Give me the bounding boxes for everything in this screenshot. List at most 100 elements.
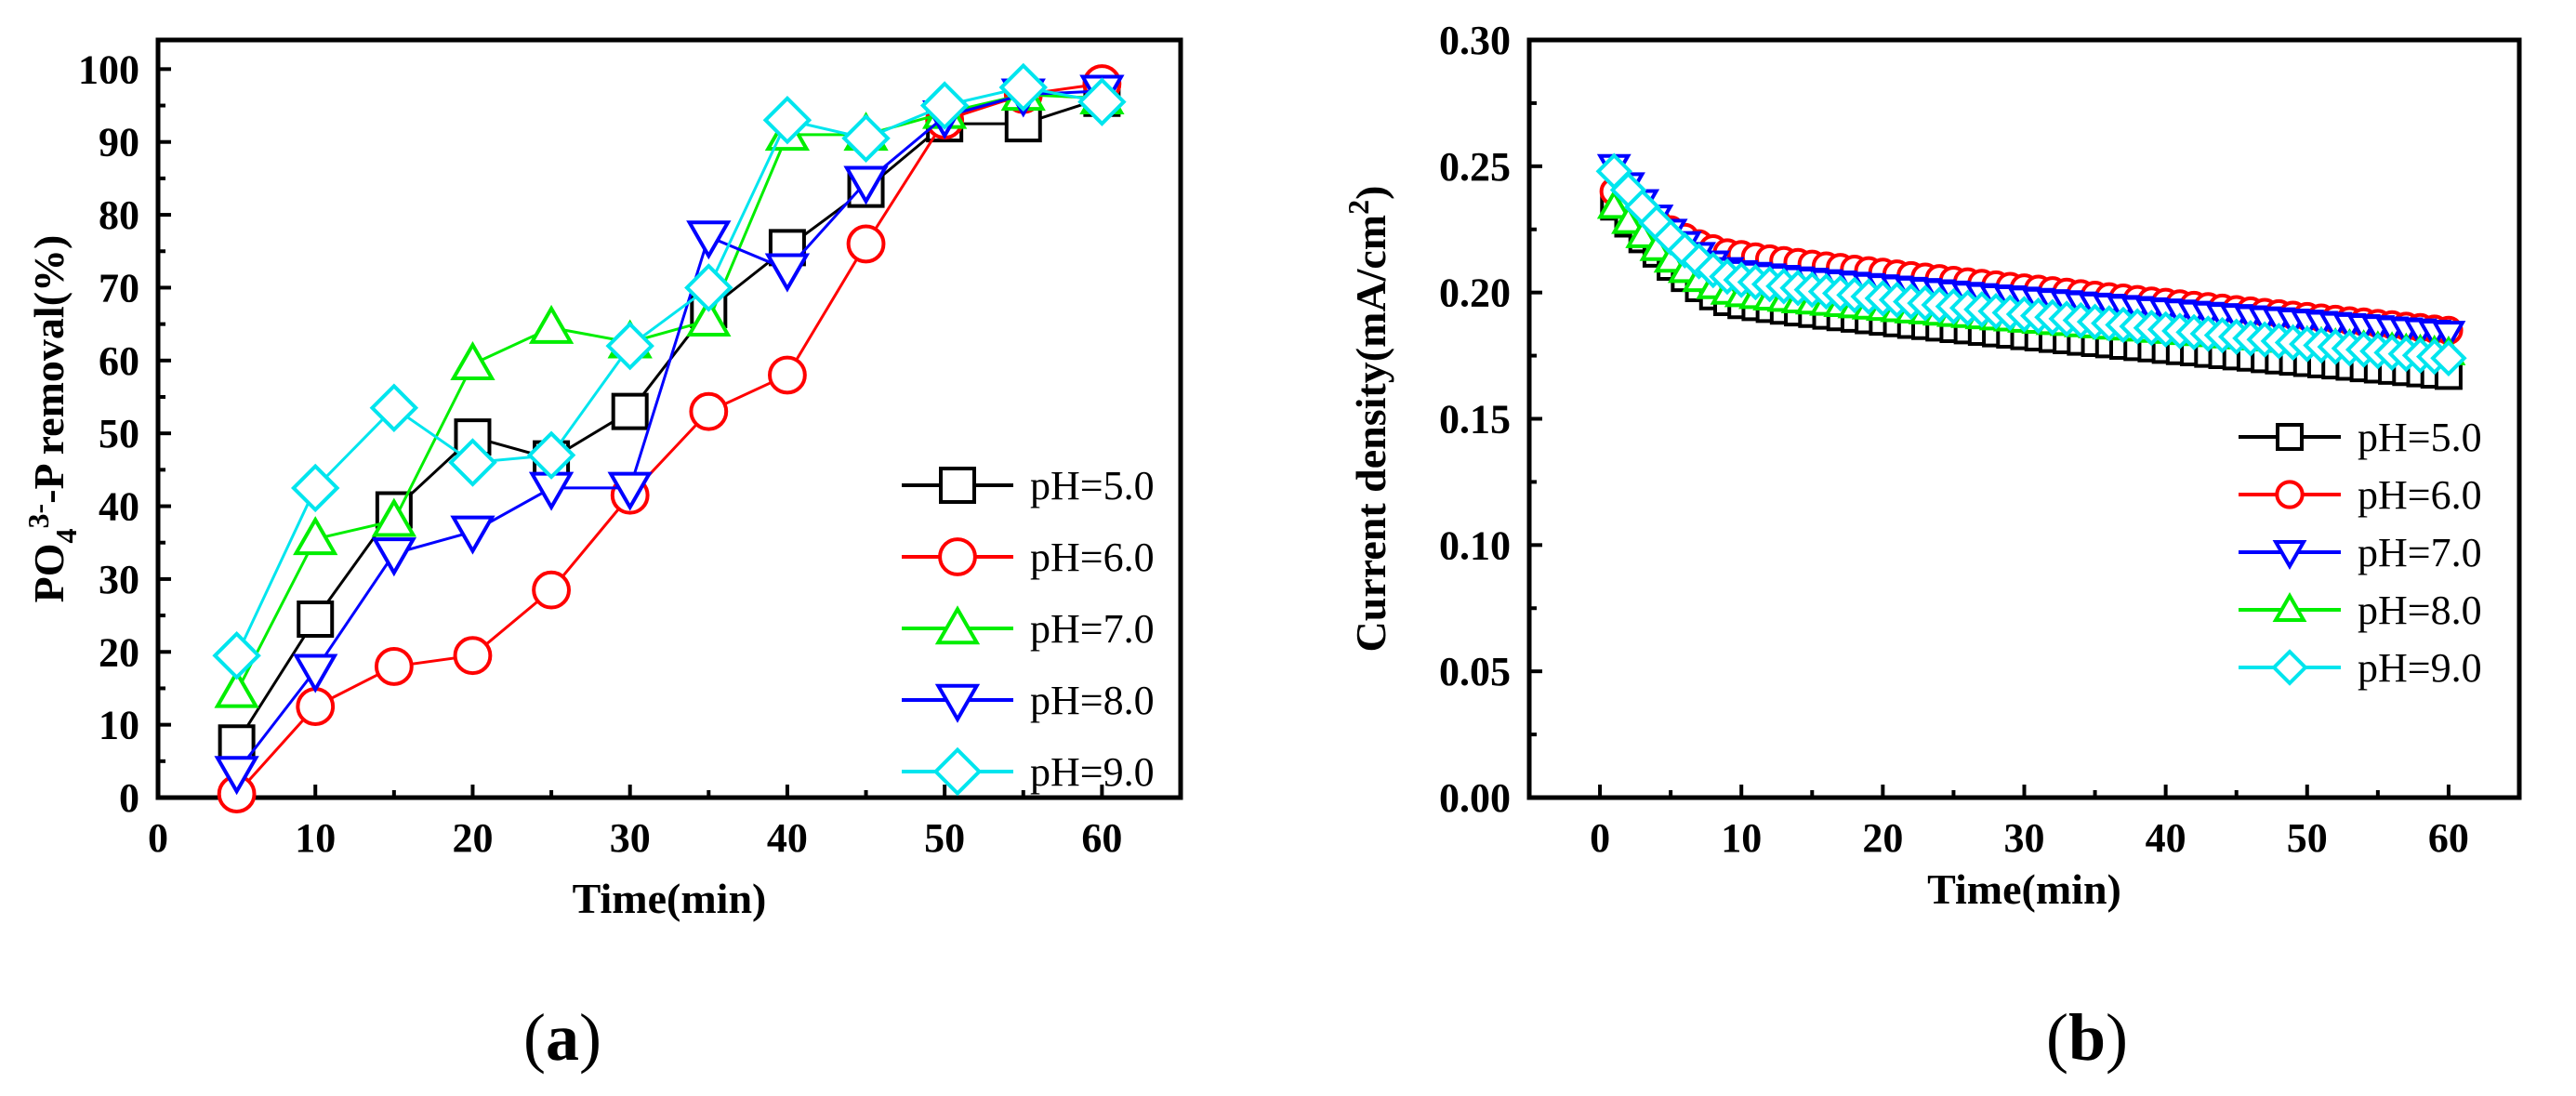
y-tick-label: 70 — [99, 265, 139, 310]
legend-label: pH=5.0 — [2358, 415, 2482, 460]
data-point — [764, 253, 811, 293]
legend-label: pH=6.0 — [2358, 472, 2482, 518]
data-point — [212, 630, 261, 680]
data-point — [526, 430, 576, 480]
series-pH=8.0 — [214, 74, 1125, 796]
y-tick-label: 0.25 — [1439, 144, 1511, 190]
series-line — [235, 89, 1103, 773]
y-axis-title: PO43--P removal(%) — [21, 235, 83, 603]
x-tick-label: 60 — [2428, 815, 2469, 861]
legend-item: pH=5.0 — [2239, 415, 2482, 460]
legend-item: pH=6.0 — [2239, 472, 2482, 518]
data-point — [528, 304, 575, 344]
data-point — [686, 220, 732, 260]
series-pH=9.0 — [212, 62, 1127, 680]
data-point — [1611, 204, 1645, 234]
data-point — [686, 297, 732, 337]
data-point — [1596, 189, 1631, 219]
legend-marker — [2275, 480, 2305, 509]
legend-item: pH=9.0 — [902, 746, 1155, 797]
data-point — [843, 165, 889, 205]
data-point — [2430, 339, 2467, 377]
legend-item: pH=7.0 — [2239, 530, 2482, 575]
legend-item: pH=7.0 — [902, 605, 1155, 652]
data-point — [998, 62, 1048, 112]
legend-item: pH=5.0 — [902, 463, 1155, 508]
y-tick-label: 90 — [99, 120, 139, 165]
legend-label: pH=9.0 — [2358, 645, 2482, 691]
y-tick-label: 80 — [99, 192, 139, 238]
y-tick-label: 20 — [99, 629, 139, 675]
y-axis-title: Current density(mA/cm2) — [1341, 186, 1394, 653]
y-tick-label: 50 — [99, 411, 139, 456]
series-pH=7.0 — [214, 72, 1125, 708]
data-point — [293, 654, 338, 693]
x-tick-label: 20 — [1862, 815, 1903, 861]
data-point — [291, 463, 340, 513]
chart-panel-b: 0 10 20 30 40 50 60 0.00 0.05 0.10 0.15 0.20 0.25 0.3… — [1341, 18, 2522, 1075]
legend-marker — [2271, 649, 2308, 686]
legend-label: pH=8.0 — [2358, 588, 2482, 633]
y-tick-label: 0 — [119, 775, 139, 821]
data-point — [611, 392, 649, 430]
data-point — [371, 497, 417, 537]
legend-marker — [934, 605, 981, 645]
series-pH=9.0 — [1595, 152, 2467, 377]
legend: pH=5.0 pH=6.0 pH=7.0 pH=8.0 pH=9.0 — [902, 463, 1155, 797]
data-point — [1077, 77, 1127, 126]
series-line — [235, 86, 1103, 656]
legend: pH=5.0 pH=6.0 pH=7.0 pH=8.0 pH=9.0 — [2239, 415, 2482, 691]
legend-marker — [938, 537, 977, 576]
data-point — [453, 636, 493, 676]
panel-label: (a) — [523, 1000, 601, 1075]
data-point — [296, 687, 336, 726]
legend-item: pH=6.0 — [902, 535, 1155, 580]
legend-item: pH=8.0 — [902, 678, 1155, 723]
y-tick-label: 100 — [78, 46, 139, 92]
x-tick-label: 0 — [1590, 815, 1610, 861]
y-tick-label: 40 — [99, 484, 139, 530]
y-tick-label: 60 — [99, 338, 139, 384]
legend-label: pH=7.0 — [2358, 530, 2482, 575]
data-point — [454, 418, 492, 456]
data-point — [919, 81, 970, 130]
legend-label: pH=8.0 — [1030, 678, 1155, 723]
legend-marker — [932, 746, 983, 797]
y-tick-label: 30 — [99, 557, 139, 602]
data-point — [532, 570, 571, 610]
series-line — [235, 97, 1103, 745]
y-tick-label: 0.15 — [1439, 397, 1511, 442]
chart-panel-a: 0 10 20 30 40 50 60 0 10 20 30 40 50 60 70 80 90 100 Time(… — [21, 37, 1183, 1075]
data-point — [448, 438, 497, 487]
data-point — [841, 113, 891, 164]
data-point — [369, 383, 419, 432]
legend-label: pH=6.0 — [1030, 535, 1155, 580]
legend-marker — [934, 683, 981, 723]
x-axis-title: Time(min) — [1927, 865, 2121, 913]
data-point — [214, 756, 259, 796]
data-point — [297, 601, 335, 639]
y-tick-label: 0.30 — [1439, 18, 1511, 63]
x-axis-title: Time(min) — [573, 875, 767, 922]
x-tick-label: 40 — [767, 815, 808, 861]
data-point — [2431, 321, 2466, 351]
legend-marker — [2272, 539, 2307, 570]
data-point — [1666, 231, 1704, 270]
series-pH=5.0 — [218, 79, 1121, 762]
legend-label: pH=5.0 — [1030, 463, 1155, 508]
data-point — [374, 647, 414, 686]
data-point — [684, 263, 733, 312]
x-tick-label: 20 — [452, 815, 493, 861]
x-tick-label: 40 — [2146, 815, 2186, 861]
y-tick-label: 0.00 — [1439, 775, 1511, 821]
y-tick-label: 10 — [99, 703, 139, 748]
y-tick-label: 0.05 — [1439, 649, 1511, 694]
data-point — [768, 355, 807, 395]
x-tick-label: 50 — [2287, 815, 2328, 861]
data-point — [371, 537, 417, 577]
y-tick-label: 0.20 — [1439, 271, 1511, 316]
legend-marker — [939, 467, 976, 504]
legend-label: pH=7.0 — [1030, 606, 1155, 652]
series-line — [235, 93, 1103, 693]
